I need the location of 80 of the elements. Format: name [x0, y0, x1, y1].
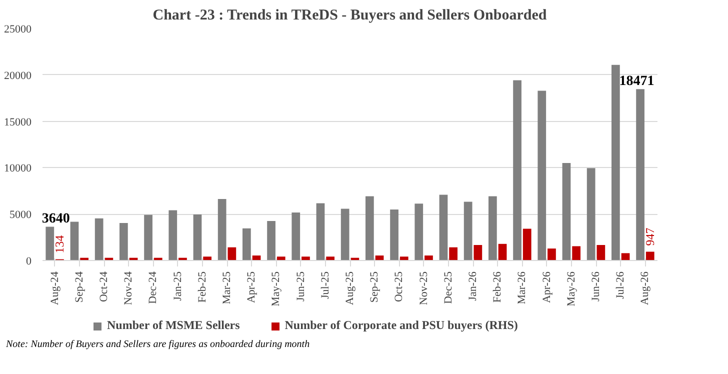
- bar: [488, 196, 497, 260]
- data-label: 3640: [42, 212, 70, 227]
- bar: [390, 209, 398, 260]
- bar: [538, 90, 546, 260]
- x-tick-label: Jul-26: [614, 271, 627, 299]
- bar: [522, 228, 532, 260]
- data-label: 134: [52, 235, 67, 254]
- x-tick-label: Apr-26: [540, 271, 553, 304]
- bar: [439, 194, 448, 260]
- bar: [548, 248, 556, 260]
- x-tick-label: Oct-24: [98, 271, 110, 302]
- y-tick-label: 0: [26, 256, 32, 268]
- bar: [302, 256, 310, 260]
- x-tick-label: May-26: [565, 271, 578, 306]
- bar: [366, 196, 374, 260]
- x-tick-label: Aug-25: [344, 271, 356, 306]
- bar: [621, 253, 630, 260]
- x-tick-label: Jan-26: [467, 271, 479, 301]
- x-tick-label: Nov-25: [418, 271, 430, 306]
- x-tick-label: Nov-24: [122, 271, 135, 306]
- bar: [144, 214, 152, 260]
- bar: [276, 256, 286, 260]
- x-tick-label: Sep-24: [73, 271, 86, 303]
- bar: [94, 218, 104, 260]
- x-tick-label: Jun-26: [590, 271, 602, 302]
- x-tick-label: Jan-25: [172, 271, 184, 301]
- x-tick-label: Dec-25: [442, 271, 454, 304]
- bar: [193, 214, 202, 260]
- legend-label: Number of MSME Sellers: [107, 318, 240, 333]
- bar: [46, 226, 54, 260]
- bar: [586, 168, 596, 260]
- bar: [562, 163, 571, 260]
- x-tick-label: Dec-24: [147, 271, 160, 304]
- x-tick-label: May-25: [270, 271, 282, 306]
- y-tick-label: 10000: [4, 162, 32, 175]
- x-tick-label: Feb-25: [196, 271, 208, 303]
- data-label: 18471: [619, 74, 654, 90]
- bar: [572, 246, 580, 260]
- x-tick-label: Apr-25: [246, 271, 258, 304]
- bar: [414, 204, 424, 260]
- bar: [400, 256, 408, 260]
- bar: [464, 202, 472, 260]
- bar: [340, 208, 350, 260]
- bar: [292, 212, 300, 260]
- x-tick-label: Aug-24: [48, 271, 61, 306]
- bar: [267, 221, 276, 260]
- y-tick-label: 15000: [4, 116, 32, 128]
- x-tick-label: Jun-25: [294, 271, 307, 302]
- x-tick-label: Mar-26: [516, 271, 528, 304]
- legend-label: Number of Corporate and PSU buyers (RHS): [284, 318, 518, 333]
- x-tick-label: Oct-25: [393, 271, 406, 302]
- bar: [203, 256, 212, 260]
- bar: [646, 252, 654, 260]
- bar: [636, 89, 644, 260]
- bar: [228, 247, 236, 260]
- bar: [474, 245, 482, 260]
- bar: [612, 64, 620, 260]
- bar: [424, 255, 433, 260]
- x-tick-label: Jul-25: [319, 271, 332, 299]
- text: Note: Number of Buyers and Sellers are figures as onboarded during month: [6, 338, 310, 352]
- bar: [316, 203, 325, 260]
- bar: [218, 198, 226, 260]
- bar: [498, 244, 507, 260]
- x-tick-label: Sep-25: [368, 271, 381, 303]
- bar: [449, 247, 458, 260]
- x-tick-label: Mar-25: [221, 271, 233, 304]
- bar: [70, 222, 79, 260]
- bar: [168, 210, 178, 260]
- x-tick-label: Feb-26: [492, 271, 504, 303]
- bar: [326, 256, 334, 260]
- bar: [120, 223, 128, 260]
- bar: [513, 80, 522, 260]
- data-label: 947: [643, 228, 658, 246]
- y-tick-label: 20000: [4, 70, 32, 82]
- bar: [242, 228, 251, 260]
- chart-title: Chart -23 : Trends in TReDS - Buyers and Sellers Onboarded: [152, 8, 548, 24]
- bar: [596, 245, 606, 260]
- y-tick-label: 5000: [10, 209, 32, 222]
- y-tick-label: 25000: [4, 24, 32, 36]
- x-tick-label: Aug-26: [639, 271, 652, 306]
